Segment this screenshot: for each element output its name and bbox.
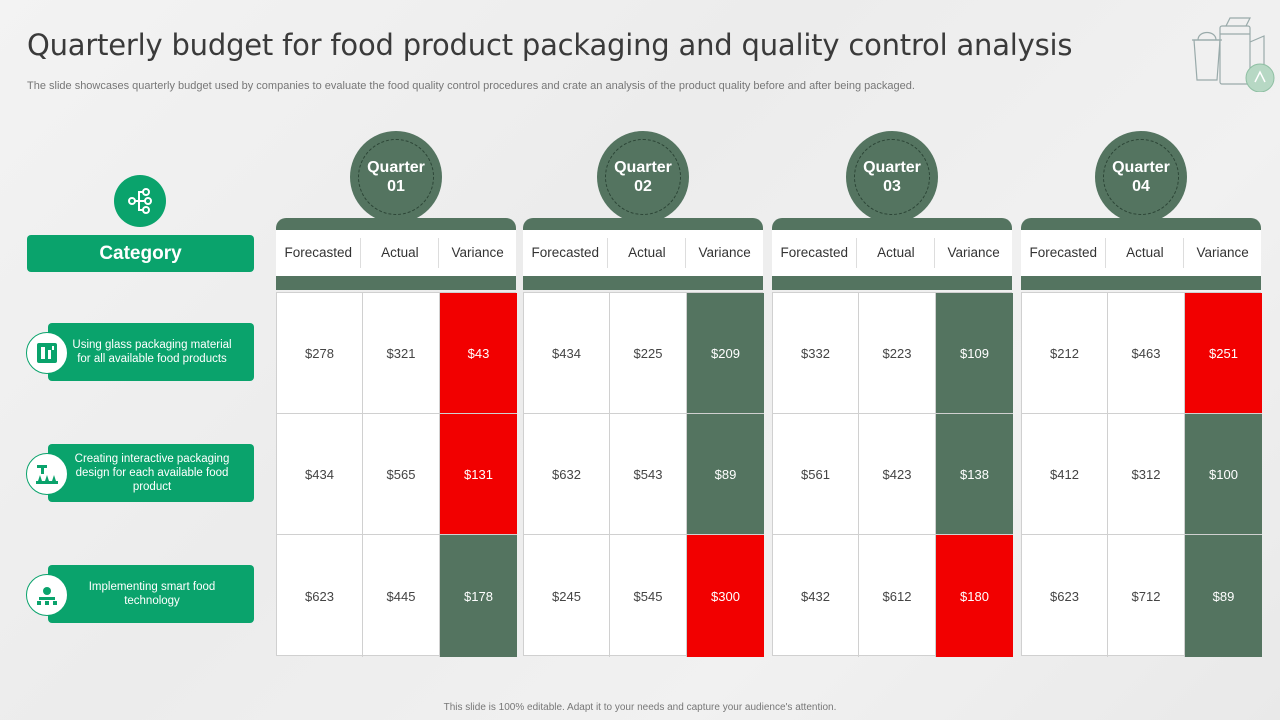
quarter-2-table: Quarter 02 Forecasted Actual Variance $434 $22… — [523, 131, 764, 657]
quarter-4-table: Quarter 04 Forecasted Actual Variance $212 $46… — [1021, 131, 1262, 657]
category-hierarchy-icon — [114, 175, 166, 227]
category-item-label: Implementing smart food technology — [88, 581, 216, 607]
quarter-badge: Quarter 04 — [1095, 131, 1187, 223]
quarter-header-bar — [772, 218, 1012, 230]
actual-cell: $312 — [1108, 414, 1185, 535]
food-packaging-icon — [1192, 17, 1275, 92]
quarter-header-bar — [1021, 218, 1261, 230]
quarter-number: 01 — [387, 178, 405, 195]
quarter-label: Quarter — [863, 159, 921, 176]
quarter-header-bar — [276, 218, 516, 230]
actual-cell: $463 — [1108, 293, 1185, 414]
actual-cell: $225 — [610, 293, 687, 414]
slide-subtitle: The slide showcases quarterly budget use… — [27, 80, 915, 92]
column-header-actual: Actual — [856, 238, 934, 268]
variance-cell: $89 — [687, 414, 764, 535]
category-item-label: Creating interactive packaging design fo… — [74, 453, 230, 493]
actual-cell: $545 — [610, 535, 687, 657]
variance-cell: $251 — [1185, 293, 1262, 414]
variance-cell: $131 — [440, 414, 517, 535]
column-headers: Forecasted Actual Variance — [276, 230, 516, 276]
quarter-divider-bar — [523, 276, 763, 290]
quarter-number: 04 — [1132, 178, 1150, 195]
quarter-1-table: Quarter 01 Forecasted Actual Variance $278 $32… — [276, 131, 517, 657]
column-header-variance: Variance — [934, 238, 1012, 268]
column-headers: Forecasted Actual Variance — [1021, 230, 1261, 276]
quarter-header-bar — [523, 218, 763, 230]
forecasted-cell: $434 — [524, 293, 610, 414]
forecasted-cell: $623 — [277, 535, 363, 657]
actual-cell: $321 — [363, 293, 440, 414]
forecasted-cell: $332 — [773, 293, 859, 414]
actual-cell: $223 — [859, 293, 936, 414]
forecasted-cell: $245 — [524, 535, 610, 657]
quarter-values-grid: $278 $321 $43 $434 $565 $131 $623 $445 $178 — [276, 292, 517, 657]
quarter-badge: Quarter 03 — [846, 131, 938, 223]
quarter-divider-bar — [1021, 276, 1261, 290]
variance-cell: $180 — [936, 535, 1013, 657]
column-header-actual: Actual — [360, 238, 438, 268]
quarter-label: Quarter — [614, 159, 672, 176]
forecasted-cell: $561 — [773, 414, 859, 535]
column-header-variance: Variance — [1183, 238, 1261, 268]
slide-title: Quarterly budget for food product packag… — [27, 28, 1073, 62]
category-item-glass-packaging: Using glass packaging material for all a… — [48, 323, 254, 381]
variance-cell: $300 — [687, 535, 764, 657]
variance-cell: $209 — [687, 293, 764, 414]
column-header-variance: Variance — [685, 238, 763, 268]
column-header-forecasted: Forecasted — [284, 245, 352, 260]
variance-cell: $43 — [440, 293, 517, 414]
smart-technology-icon — [26, 574, 68, 616]
quarter-values-grid: $332 $223 $109 $561 $423 $138 $432 $612 $180 — [772, 292, 1013, 657]
forecasted-cell: $278 — [277, 293, 363, 414]
packaging-design-icon — [26, 453, 68, 495]
column-header-variance: Variance — [438, 238, 516, 268]
variance-cell: $89 — [1185, 535, 1262, 657]
forecasted-cell: $434 — [277, 414, 363, 535]
quarter-divider-bar — [276, 276, 516, 290]
forecasted-cell: $412 — [1022, 414, 1108, 535]
quarter-divider-bar — [772, 276, 1012, 290]
category-header: Category — [27, 235, 254, 272]
forecasted-cell: $432 — [773, 535, 859, 657]
column-header-forecasted: Forecasted — [780, 245, 848, 260]
quarter-number: 02 — [634, 178, 652, 195]
variance-cell: $109 — [936, 293, 1013, 414]
category-item-label: Using glass packaging material for all a… — [72, 339, 232, 365]
column-header-forecasted: Forecasted — [1029, 245, 1097, 260]
category-item-smart-technology: Implementing smart food technology — [48, 565, 254, 623]
quarter-number: 03 — [883, 178, 901, 195]
column-header-forecasted: Forecasted — [531, 245, 599, 260]
quarter-badge: Quarter 02 — [597, 131, 689, 223]
slide-footer: This slide is 100% editable. Adapt it to… — [443, 702, 837, 713]
column-header-actual: Actual — [1105, 238, 1183, 268]
glass-packaging-icon — [26, 332, 68, 374]
variance-cell: $178 — [440, 535, 517, 657]
quarter-3-table: Quarter 03 Forecasted Actual Variance $332 $22… — [772, 131, 1013, 657]
actual-cell: $612 — [859, 535, 936, 657]
variance-cell: $100 — [1185, 414, 1262, 535]
quarter-values-grid: $212 $463 $251 $412 $312 $100 $623 $712 $89 — [1021, 292, 1262, 657]
actual-cell: $445 — [363, 535, 440, 657]
column-headers: Forecasted Actual Variance — [772, 230, 1012, 276]
quarter-values-grid: $434 $225 $209 $632 $543 $89 $245 $545 $300 — [523, 292, 764, 657]
column-header-actual: Actual — [607, 238, 685, 268]
quarter-label: Quarter — [1112, 159, 1170, 176]
actual-cell: $423 — [859, 414, 936, 535]
actual-cell: $565 — [363, 414, 440, 535]
forecasted-cell: $212 — [1022, 293, 1108, 414]
forecasted-cell: $632 — [524, 414, 610, 535]
actual-cell: $543 — [610, 414, 687, 535]
quarter-label: Quarter — [367, 159, 425, 176]
category-item-interactive-design: Creating interactive packaging design fo… — [48, 444, 254, 502]
forecasted-cell: $623 — [1022, 535, 1108, 657]
column-headers: Forecasted Actual Variance — [523, 230, 763, 276]
variance-cell: $138 — [936, 414, 1013, 535]
quarter-badge: Quarter 01 — [350, 131, 442, 223]
actual-cell: $712 — [1108, 535, 1185, 657]
